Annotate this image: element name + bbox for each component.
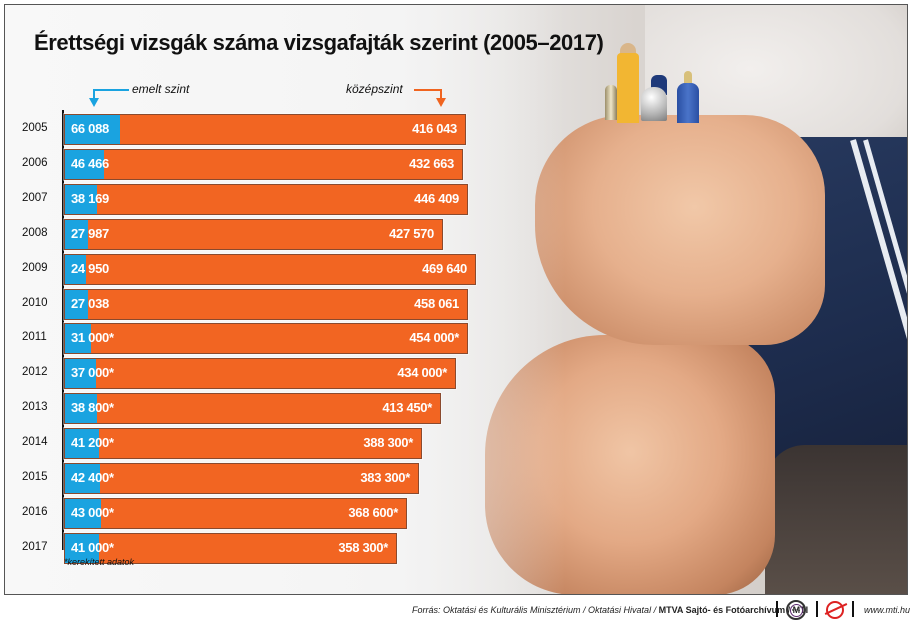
pen-cap bbox=[641, 87, 667, 121]
legend-kozep-arrow-icon bbox=[436, 98, 446, 107]
bar-row: 27 987 427 570 bbox=[64, 219, 443, 250]
pencil bbox=[617, 53, 639, 123]
bar-row: 27 038 458 061 bbox=[64, 289, 468, 320]
year-label: 2017 bbox=[22, 541, 48, 553]
bar-emelt bbox=[65, 324, 91, 353]
year-label: 2010 bbox=[22, 297, 48, 309]
value-label-kozep: 358 300* bbox=[338, 540, 388, 555]
value-label-emelt: 46 466 bbox=[71, 156, 109, 171]
source-text: Forrás: Oktatási és Kulturális Minisztér… bbox=[412, 605, 659, 615]
value-label-kozep: 413 450* bbox=[382, 400, 432, 415]
year-label: 2011 bbox=[22, 331, 47, 343]
year-label: 2009 bbox=[22, 262, 48, 274]
infographic-frame bbox=[4, 4, 908, 595]
value-label-kozep: 383 300* bbox=[360, 470, 410, 485]
value-label-emelt: 41 200* bbox=[71, 435, 114, 450]
value-label-kozep: 368 600* bbox=[348, 505, 398, 520]
bar-emelt bbox=[65, 464, 100, 493]
value-label-kozep: 434 000* bbox=[397, 365, 447, 380]
bar-emelt bbox=[65, 255, 86, 284]
y-axis-line bbox=[62, 110, 64, 550]
year-label: 2016 bbox=[22, 506, 48, 518]
value-label-kozep: 388 300* bbox=[363, 435, 413, 450]
pen-silver bbox=[605, 85, 617, 120]
value-label-emelt: 41 000* bbox=[71, 540, 114, 555]
year-label: 2008 bbox=[22, 227, 48, 239]
divider bbox=[776, 601, 778, 617]
bar-emelt bbox=[65, 290, 88, 319]
year-label: 2006 bbox=[22, 157, 48, 169]
bar-row: 37 000* 434 000* bbox=[64, 358, 456, 389]
legend-emelt-label: emelt szint bbox=[132, 82, 190, 96]
value-label-kozep: 469 640 bbox=[422, 261, 467, 276]
source-credit: Forrás: Oktatási és Kulturális Minisztér… bbox=[412, 605, 808, 615]
bar-row: 41 000* 358 300* bbox=[64, 533, 397, 564]
year-label: 2012 bbox=[22, 366, 48, 378]
mti-logo-icon bbox=[824, 601, 848, 619]
year-label: 2013 bbox=[22, 401, 48, 413]
value-label-emelt: 42 400* bbox=[71, 470, 114, 485]
pen-blue bbox=[677, 83, 699, 123]
value-label-emelt: 24 950 bbox=[71, 261, 109, 276]
website-url: www.mti.hu bbox=[864, 605, 911, 615]
value-label-emelt: 38 800* bbox=[71, 400, 114, 415]
value-label-kozep: 458 061 bbox=[414, 296, 459, 311]
hand-top bbox=[535, 115, 825, 345]
value-label-kozep: 454 000* bbox=[409, 330, 459, 345]
year-label: 2007 bbox=[22, 192, 48, 204]
divider bbox=[852, 601, 854, 617]
value-label-kozep: 416 043 bbox=[412, 121, 457, 136]
value-label-emelt: 27 987 bbox=[71, 226, 109, 241]
legend-emelt-arrow-icon bbox=[89, 98, 99, 107]
bar-emelt bbox=[65, 429, 99, 458]
value-label-emelt: 38 169 bbox=[71, 191, 109, 206]
value-label-kozep: 432 663 bbox=[409, 156, 454, 171]
footnote: *kerekített adatok bbox=[64, 557, 135, 567]
bar-row: 31 000* 454 000* bbox=[64, 323, 468, 354]
value-label-emelt: 27 038 bbox=[71, 296, 109, 311]
bar-emelt bbox=[65, 359, 96, 388]
bar-row: 41 200* 388 300* bbox=[64, 428, 422, 459]
year-label: 2014 bbox=[22, 436, 48, 448]
value-label-kozep: 427 570 bbox=[389, 226, 434, 241]
legend-kozep-label: középszint bbox=[346, 82, 403, 96]
mtva-logo-icon: MTVA bbox=[786, 600, 806, 620]
year-label: 2005 bbox=[22, 122, 48, 134]
bar-emelt bbox=[65, 150, 104, 179]
value-label-kozep: 446 409 bbox=[414, 191, 459, 206]
value-label-emelt: 31 000* bbox=[71, 330, 114, 345]
source-agency: MTVA Sajtó- és Fotóarchívum / MTI bbox=[658, 605, 809, 615]
bar-emelt bbox=[65, 534, 99, 563]
value-label-emelt: 37 000* bbox=[71, 365, 114, 380]
bar-row: 38 800* 413 450* bbox=[64, 393, 441, 424]
value-label-emelt: 43 000* bbox=[71, 505, 114, 520]
bar-row: 43 000* 368 600* bbox=[64, 498, 407, 529]
chart-title: Érettségi vizsgák száma vizsgafajták sze… bbox=[34, 30, 604, 55]
year-label: 2015 bbox=[22, 471, 48, 483]
bar-emelt bbox=[65, 185, 97, 214]
bar-emelt bbox=[65, 220, 88, 249]
bar-emelt bbox=[65, 499, 101, 528]
divider bbox=[816, 601, 818, 617]
bar-row: 42 400* 383 300* bbox=[64, 463, 419, 494]
bar-row: 38 169 446 409 bbox=[64, 184, 468, 215]
value-label-emelt: 66 088 bbox=[71, 121, 109, 136]
legend-emelt-connector bbox=[93, 89, 129, 91]
bar-row: 66 088 416 043 bbox=[64, 114, 466, 145]
bar-emelt bbox=[65, 394, 97, 423]
bar-emelt bbox=[65, 115, 120, 144]
bar-row: 24 950 469 640 bbox=[64, 254, 476, 285]
legend-kozep-connector bbox=[414, 89, 442, 91]
bar-row: 46 466 432 663 bbox=[64, 149, 463, 180]
